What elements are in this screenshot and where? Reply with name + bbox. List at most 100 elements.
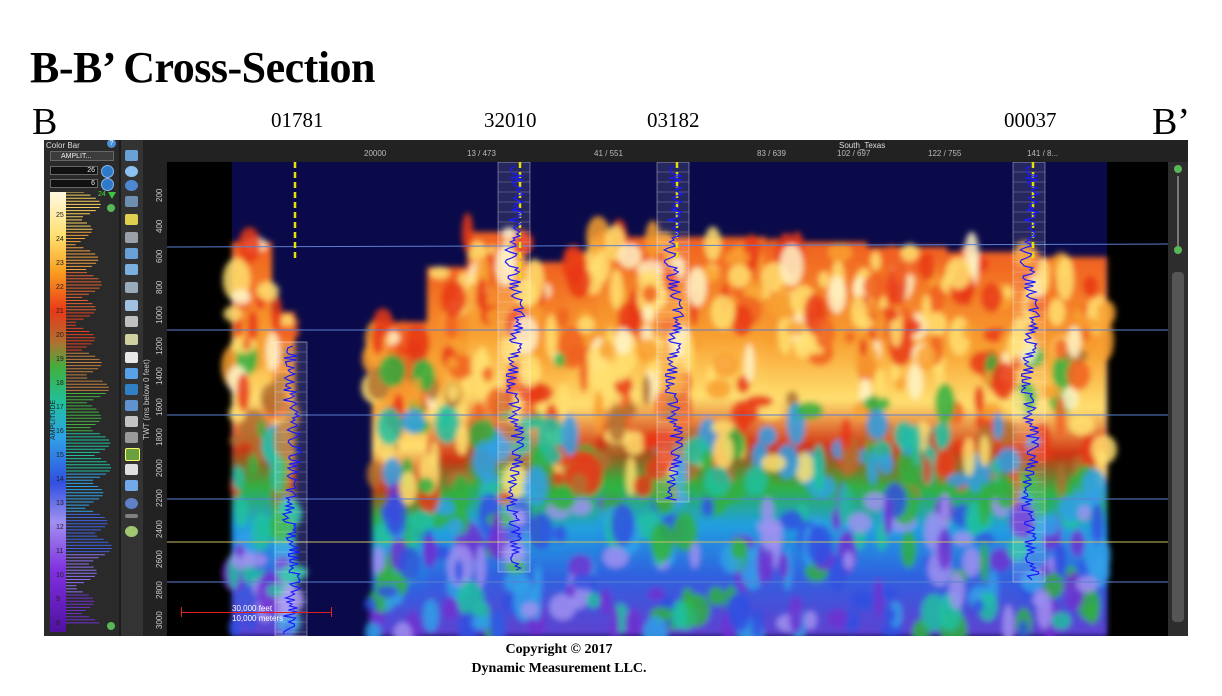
erase-tool-icon[interactable]	[125, 464, 138, 475]
zoom-tool-icon[interactable]	[125, 166, 138, 177]
amplitude-blob	[1007, 537, 1028, 561]
amplitude-blob	[1014, 240, 1036, 269]
amplitude-blob	[399, 320, 408, 351]
paint-tool-icon[interactable]	[125, 334, 138, 345]
amplitude-blob	[973, 599, 985, 612]
amplitude-blob	[586, 216, 611, 258]
rotate-tool-icon[interactable]	[125, 180, 138, 191]
amplitude-blob	[962, 437, 976, 477]
zoom-in-icon[interactable]	[107, 204, 115, 212]
amplitude-blob	[1083, 533, 1111, 577]
amplitude-blob	[545, 314, 557, 358]
amplitude-blob	[1081, 468, 1107, 507]
amplitude-blob	[863, 395, 891, 412]
dots-tool-icon[interactable]	[125, 514, 138, 518]
amplitude-blob	[610, 503, 635, 547]
amplitude-blob	[863, 492, 887, 511]
attribute-select[interactable]: AMPLIT...	[50, 151, 114, 161]
amplitude-blob	[812, 443, 825, 484]
line-tool-icon[interactable]	[125, 368, 138, 379]
amplitude-blob	[1078, 317, 1101, 332]
amplitude-blob	[504, 560, 527, 574]
color-bar-tick-label: 17	[56, 404, 64, 411]
well-log-curve	[281, 345, 303, 635]
amplitude-blob	[248, 454, 259, 476]
amplitude-blob	[633, 474, 653, 497]
zoom-fit-icon[interactable]	[125, 526, 138, 537]
amplitude-blob	[517, 416, 541, 430]
ruler-tool-icon[interactable]	[125, 232, 138, 243]
amplitude-blob	[481, 482, 503, 498]
color-bar-tick-label: 16	[56, 428, 64, 435]
globe-tool-icon[interactable]	[125, 498, 138, 509]
amplitude-blob	[238, 227, 261, 264]
depth-tick-label: 1000	[155, 306, 164, 324]
amplitude-blob	[558, 382, 570, 413]
amplitude-blob	[234, 496, 249, 528]
marker-triangle-icon[interactable]	[108, 192, 116, 199]
max-value-input[interactable]: 26	[50, 166, 98, 175]
amplitude-blob	[907, 362, 923, 400]
amplitude-blob	[710, 295, 735, 330]
horizon-tool-icon[interactable]	[125, 248, 138, 259]
snapshot-tool-icon[interactable]	[125, 400, 138, 411]
amplitude-blob	[273, 419, 296, 459]
amplitude-blob	[993, 412, 1003, 440]
vertical-toolbar	[121, 140, 143, 636]
zoom-in-right-icon[interactable]	[1174, 165, 1182, 173]
pan-tool-icon[interactable]	[125, 196, 138, 207]
amplitude-blob	[553, 471, 564, 487]
pencil-tool-icon[interactable]	[125, 352, 138, 363]
info-icon[interactable]: ?	[107, 140, 116, 148]
color-bar-tick-label: 8	[56, 620, 60, 627]
amplitude-blob	[870, 251, 881, 271]
amplitude-blob	[645, 220, 661, 261]
box-tool-icon[interactable]	[125, 480, 138, 491]
amplitude-blob	[371, 324, 385, 355]
amplitude-blob	[643, 615, 668, 636]
amplitude-blob	[451, 475, 472, 515]
seismic-section[interactable]	[167, 162, 1168, 636]
layer-tool-icon[interactable]	[125, 282, 138, 293]
zoom-slider[interactable]	[1177, 176, 1179, 246]
amplitude-blob	[561, 414, 579, 456]
zoom-out-icon[interactable]	[107, 622, 115, 630]
depth-tick-label: 600	[155, 249, 164, 263]
zoom-out-right-icon[interactable]	[1174, 246, 1182, 254]
pick-tool-icon[interactable]	[125, 214, 138, 225]
amplitude-blob	[1056, 256, 1074, 301]
depth-tick-label: 200	[155, 188, 164, 202]
amplitude-blob	[285, 402, 300, 430]
amplitude-blob	[429, 266, 450, 280]
amplitude-blob	[777, 312, 793, 355]
highlight-tool-icon[interactable]	[125, 448, 140, 461]
min-value-input[interactable]: 6	[50, 179, 98, 188]
amplitude-blob	[281, 564, 308, 581]
depth-tick-label: 2800	[155, 580, 164, 599]
refresh-max-button[interactable]	[101, 165, 114, 178]
color-bar-tick-label: 14	[56, 476, 64, 483]
picture-tool-icon[interactable]	[125, 416, 138, 427]
vertical-scrollbar[interactable]	[1172, 272, 1184, 622]
b-prime-label-right: B’	[1152, 101, 1190, 143]
grid-tool-icon[interactable]	[125, 432, 138, 443]
well-tool-icon[interactable]	[125, 300, 138, 311]
amplitude-blob	[826, 609, 848, 628]
amplitude-blob	[779, 510, 804, 531]
amplitude-blob	[901, 319, 922, 335]
amplitude-blob	[731, 305, 753, 337]
refresh-min-button[interactable]	[101, 178, 114, 191]
amplitude-blob	[544, 447, 562, 465]
brush-tool-icon[interactable]	[125, 316, 138, 327]
amplitude-blob	[1018, 619, 1029, 636]
amplitude-blob	[779, 244, 804, 287]
amplitude-blob	[266, 584, 286, 597]
color-bar-gradient	[50, 192, 112, 632]
amplitude-blob	[1090, 503, 1104, 545]
fault-tool-icon[interactable]	[125, 264, 138, 275]
polygon-tool-icon[interactable]	[125, 384, 138, 395]
amplitude-blob	[455, 424, 469, 456]
select-tool-icon[interactable]	[125, 150, 138, 161]
seismic-app-window: Color Bar ? AMPLIT... 26 6 24	[44, 140, 1188, 636]
amplitude-blob	[502, 227, 517, 240]
